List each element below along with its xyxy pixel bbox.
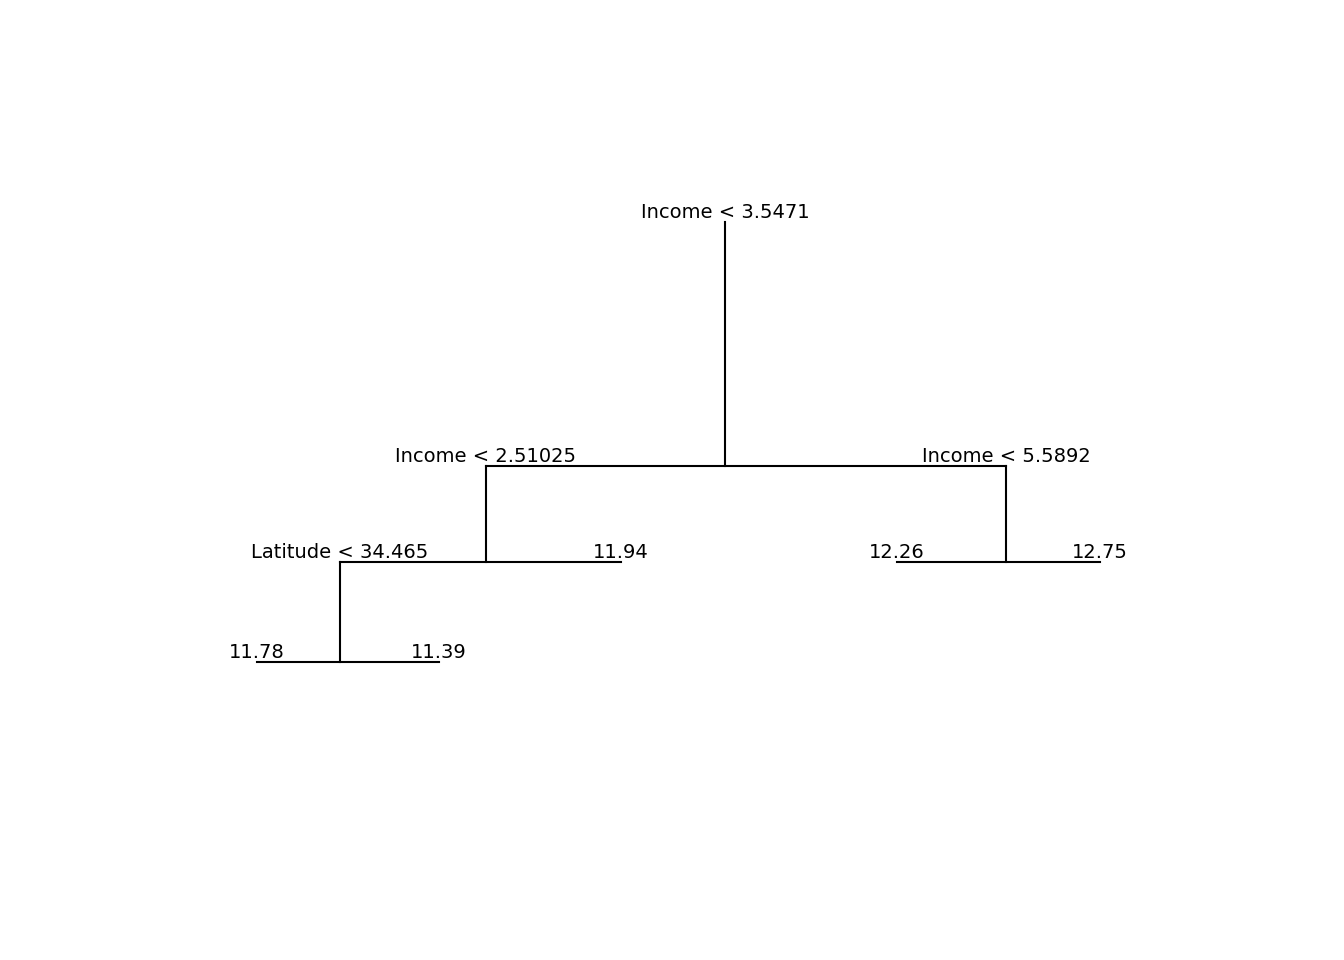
Text: 11.39: 11.39 — [411, 643, 466, 662]
Text: 12.75: 12.75 — [1073, 543, 1128, 563]
Text: Income < 2.51025: Income < 2.51025 — [395, 447, 577, 467]
Text: Income < 5.5892: Income < 5.5892 — [922, 447, 1091, 467]
Text: Latitude < 34.465: Latitude < 34.465 — [251, 543, 429, 563]
Text: 11.94: 11.94 — [593, 543, 649, 563]
Text: 11.78: 11.78 — [228, 643, 285, 662]
Text: 12.26: 12.26 — [870, 543, 925, 563]
Text: Income < 3.5471: Income < 3.5471 — [641, 204, 809, 223]
